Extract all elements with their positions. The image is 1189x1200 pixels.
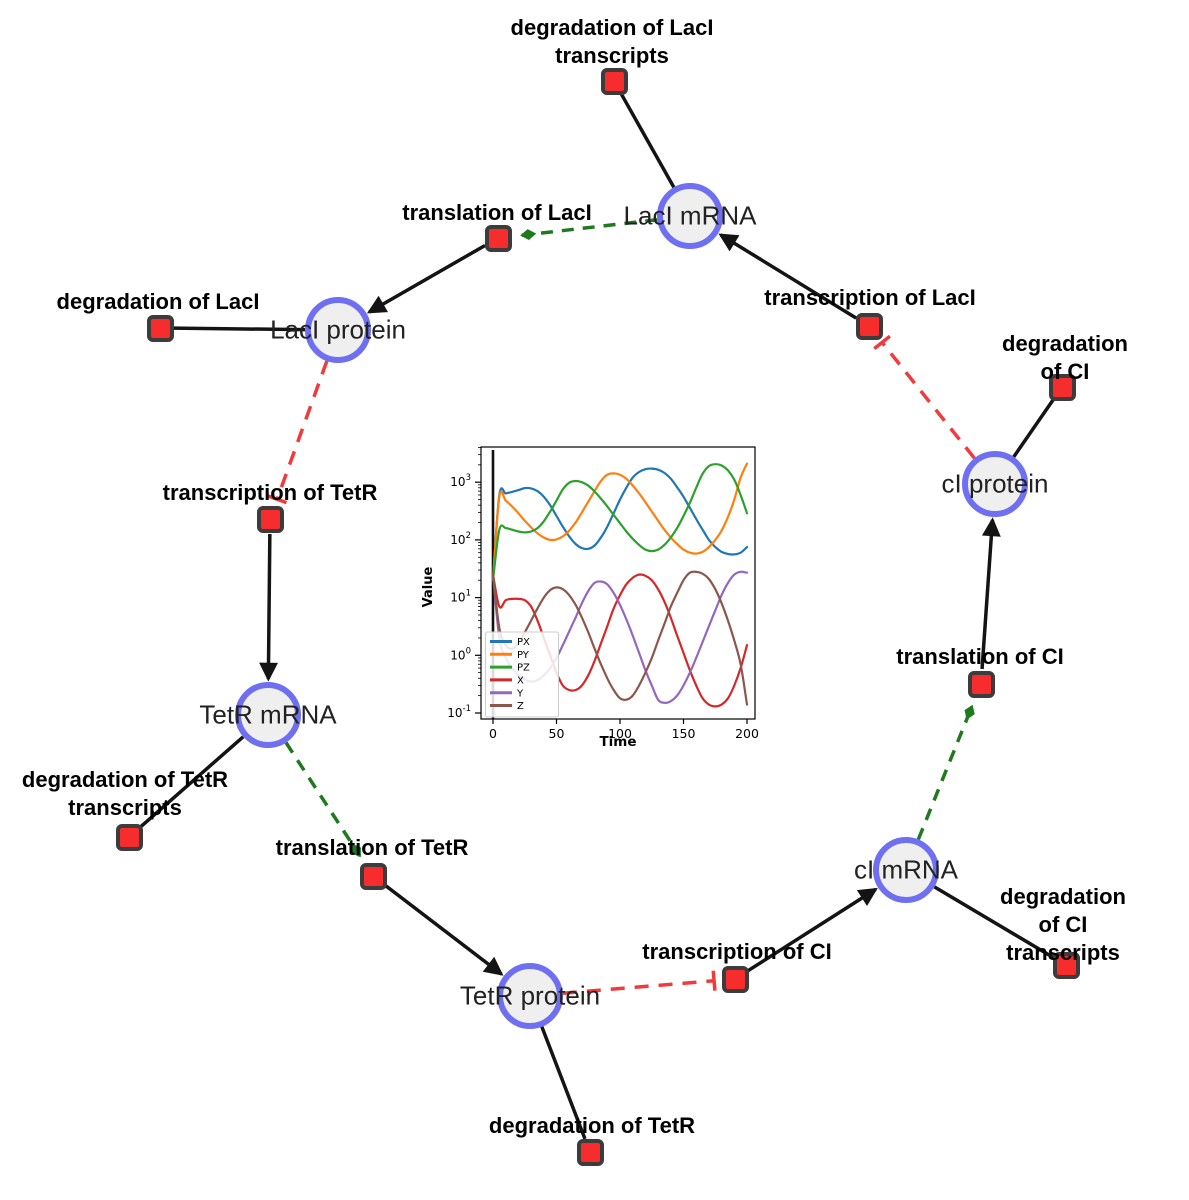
edge-txn-ci-ci-mrna <box>746 887 878 973</box>
reaction-label-deg-ci: degradation of CI <box>1002 331 1128 384</box>
x-axis-label: Time <box>599 734 636 750</box>
reaction-node-txn-tetr <box>256 505 284 533</box>
x-tick-label: 200 <box>735 726 759 741</box>
species-node-ci-mrna <box>873 837 939 903</box>
species-node-tetr-protein <box>497 963 563 1029</box>
species-label-laci-mrna: LacI mRNA <box>623 200 757 231</box>
x-tick-label: 150 <box>672 726 696 741</box>
legend: PX PY PZ XYZ <box>485 631 559 718</box>
species-node-ci-protein <box>962 451 1028 517</box>
edge-ci-protein-txn-laci <box>873 334 976 460</box>
species-label-ci-protein: cI protein <box>941 468 1049 499</box>
species-label-tetr-protein: TetR protein <box>459 980 601 1011</box>
edge-laci-mrna-transl-laci <box>520 218 658 240</box>
edge-laci-protein-deg-laci <box>173 326 306 332</box>
reaction-label-transl-tetr: translation of TetR <box>275 835 469 860</box>
reaction-label-txn-laci: transcription of LacI <box>764 285 976 310</box>
legend-label: PY <box>517 650 530 661</box>
y-tick-label: 103 <box>450 473 471 489</box>
edge-laci-mrna-deg-laci-tx <box>619 92 676 189</box>
edge-txn-laci-laci-mrna <box>718 233 858 320</box>
legend-entry-Z: Z <box>490 701 524 712</box>
y-tick-label: 101 <box>450 589 471 605</box>
reaction-node-txn-laci <box>855 312 883 340</box>
series-line-X <box>491 573 749 708</box>
edge-ci-protein-deg-ci <box>1012 397 1056 458</box>
edge-tetr-mrna-transl-tetr <box>284 741 362 858</box>
reaction-node-txn-ci <box>721 965 749 993</box>
edge-txn-tetr-tetr-mrna <box>259 533 278 682</box>
edge-transl-tetr-tetr-protein <box>383 883 504 976</box>
reaction-node-deg-tetr-tx <box>115 823 143 851</box>
inhibition-tee <box>267 494 288 505</box>
inhibition-tee <box>873 334 892 351</box>
series-line-PX <box>491 467 749 582</box>
species-node-laci-protein <box>305 297 371 363</box>
reaction-label-transl-laci: translation of LacI <box>402 200 592 225</box>
reaction-node-deg-ci-tx <box>1052 951 1080 979</box>
edge-tetr-mrna-deg-tetr-tx <box>138 735 245 830</box>
y-tick-label: 102 <box>450 531 471 547</box>
legend-label: Y <box>516 688 524 699</box>
edge-transl-laci-laci-protein <box>366 243 486 314</box>
reaction-node-transl-ci <box>967 670 995 698</box>
edge-ci-mrna-deg-ci-tx <box>933 885 1055 960</box>
reaction-label-deg-tetr: degradation of TetR <box>488 1113 696 1138</box>
legend-label: PX <box>517 637 530 648</box>
legend-entry-X: X <box>490 676 524 687</box>
reaction-label-deg-laci: degradation of LacI <box>56 289 260 314</box>
legend-entry-PY: PY <box>490 650 530 661</box>
reaction-node-deg-laci-tx <box>600 67 628 95</box>
series-line-PZ <box>491 463 749 582</box>
x-tick-label: 50 <box>549 726 565 741</box>
edge-tetr-protein-txn-ci <box>562 970 717 996</box>
reaction-label-deg-ci-tx: degradation of CI transcripts <box>1000 884 1126 965</box>
y-tick-label: 10-1 <box>447 704 471 720</box>
species-label-ci-mrna: cI mRNA <box>854 854 958 885</box>
species-label-tetr-mrna: TetR mRNA <box>199 699 337 730</box>
legend-label: Z <box>517 701 524 712</box>
species-label-laci-protein: LacI protein <box>270 314 406 345</box>
reaction-label-txn-tetr: transcription of TetR <box>162 480 378 505</box>
species-node-laci-mrna <box>657 183 723 249</box>
reaction-node-deg-laci <box>146 314 174 342</box>
species-node-tetr-mrna <box>235 682 301 748</box>
series-line-Z <box>491 570 749 706</box>
reaction-label-deg-laci-tx: degradation of LacI transcripts <box>510 15 714 68</box>
edge-laci-protein-txn-tetr <box>267 360 329 505</box>
reaction-node-transl-laci <box>484 224 512 252</box>
reaction-node-transl-tetr <box>359 862 387 890</box>
reaction-node-deg-ci <box>1048 373 1076 401</box>
plot-area <box>480 446 756 720</box>
y-tick-label: 100 <box>450 646 471 662</box>
legend-label: PZ <box>517 663 530 674</box>
reaction-label-transl-ci: translation of CI <box>896 644 1064 669</box>
reaction-node-deg-tetr <box>576 1138 604 1166</box>
edge-transl-ci-ci-protein <box>980 517 1001 670</box>
reaction-label-deg-tetr-tx: degradation of TetR transcripts <box>21 767 229 820</box>
edge-ci-mrna-transl-ci <box>916 704 975 841</box>
legend-entry-PX: PX <box>490 637 530 648</box>
x-tick-label: 0 <box>489 726 497 741</box>
x-tick-label: 100 <box>608 726 632 741</box>
reaction-label-txn-ci: transcription of CI <box>642 939 832 964</box>
legend-label: X <box>517 676 524 687</box>
edge-tetr-protein-deg-tetr <box>540 1026 587 1140</box>
legend-entry-Y: Y <box>490 688 524 699</box>
inhibition-tee <box>711 970 717 991</box>
legend-entry-PZ: PZ <box>490 663 530 674</box>
y-axis-label: Value <box>421 566 436 607</box>
